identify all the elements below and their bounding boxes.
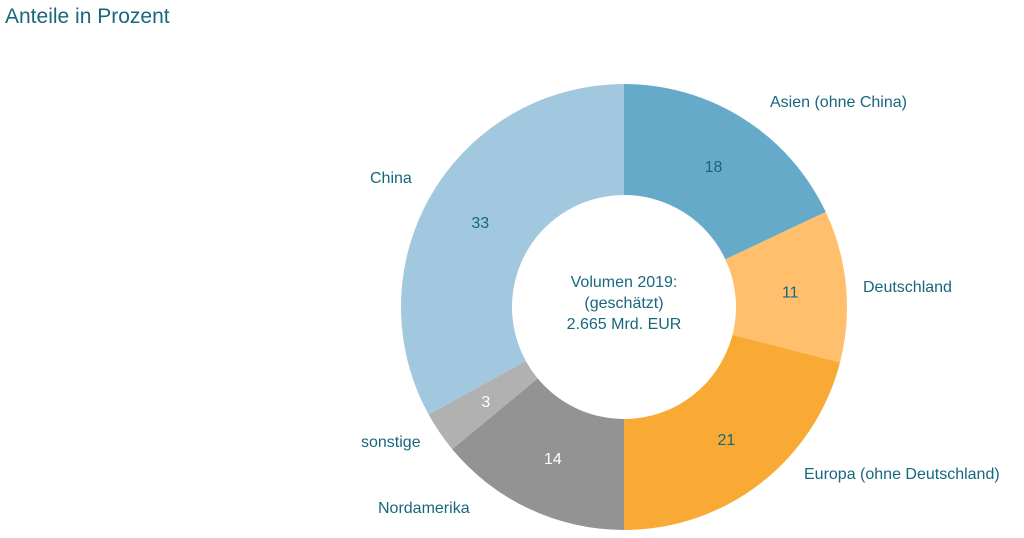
slice-value-label: 14 [544, 451, 562, 468]
donut-slice [624, 84, 826, 260]
slice-value-label: 11 [782, 284, 799, 301]
slice-value-label: 3 [481, 394, 490, 411]
slice-category-label: China [370, 170, 412, 187]
center-text: Volumen 2019: (geschätzt) 2.665 Mrd. EUR [524, 272, 724, 335]
donut-slice [624, 334, 840, 530]
center-text-line: (geschätzt) [584, 295, 664, 312]
chart-title: Anteile in Prozent [5, 5, 170, 28]
donut-slice [452, 378, 624, 530]
center-text-line: 2.665 Mrd. EUR [566, 316, 682, 333]
slice-category-label: sonstige [361, 434, 421, 451]
donut-slice [428, 360, 538, 450]
slice-value-label: 33 [471, 215, 489, 232]
slice-category-label: Nordamerika [378, 500, 470, 517]
slice-category-label: Deutschland [863, 279, 952, 296]
slice-value-label: 21 [717, 432, 735, 449]
donut-slice [400, 84, 624, 415]
slice-category-label: Europa (ohne Deutschland) [804, 466, 1000, 483]
center-text-line: Volumen 2019: [570, 274, 678, 291]
slice-value-label: 18 [705, 159, 723, 176]
slice-category-label: Asien (ohne China) [770, 94, 907, 111]
donut-slice [725, 212, 847, 363]
